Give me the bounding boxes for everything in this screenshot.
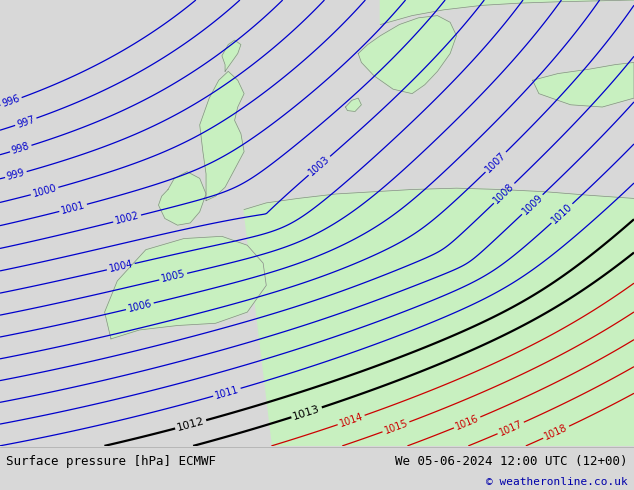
Text: 1000: 1000 (32, 183, 58, 199)
Text: 1012: 1012 (176, 416, 205, 433)
Text: 1001: 1001 (60, 200, 86, 216)
Text: 1006: 1006 (127, 298, 153, 314)
Text: 1018: 1018 (543, 422, 569, 442)
Text: 1015: 1015 (383, 418, 409, 436)
Polygon shape (380, 0, 634, 24)
Text: 1011: 1011 (214, 384, 240, 400)
Polygon shape (244, 188, 634, 446)
Polygon shape (346, 98, 361, 112)
Text: 1005: 1005 (160, 269, 186, 284)
Polygon shape (158, 172, 206, 225)
Text: 1007: 1007 (484, 150, 508, 174)
Text: 999: 999 (6, 168, 26, 182)
Text: © weatheronline.co.uk: © weatheronline.co.uk (486, 477, 628, 487)
Polygon shape (105, 236, 266, 339)
Polygon shape (358, 16, 456, 94)
Text: 1004: 1004 (108, 259, 134, 274)
Polygon shape (200, 72, 244, 201)
Text: 1010: 1010 (550, 201, 574, 225)
Text: We 05-06-2024 12:00 UTC (12+00): We 05-06-2024 12:00 UTC (12+00) (395, 455, 628, 468)
Text: 1014: 1014 (338, 411, 365, 429)
Text: 998: 998 (11, 141, 31, 156)
Text: 997: 997 (15, 114, 36, 129)
Text: 1016: 1016 (454, 413, 481, 432)
Text: Surface pressure [hPa] ECMWF: Surface pressure [hPa] ECMWF (6, 455, 216, 468)
Text: 1009: 1009 (520, 193, 545, 217)
Text: 1013: 1013 (292, 403, 321, 421)
Polygon shape (533, 62, 634, 107)
Text: 1002: 1002 (114, 211, 140, 226)
Text: 1017: 1017 (498, 418, 524, 438)
Text: 1008: 1008 (492, 181, 517, 205)
Polygon shape (222, 40, 241, 72)
Text: 1003: 1003 (307, 154, 332, 177)
Text: 996: 996 (1, 94, 22, 109)
